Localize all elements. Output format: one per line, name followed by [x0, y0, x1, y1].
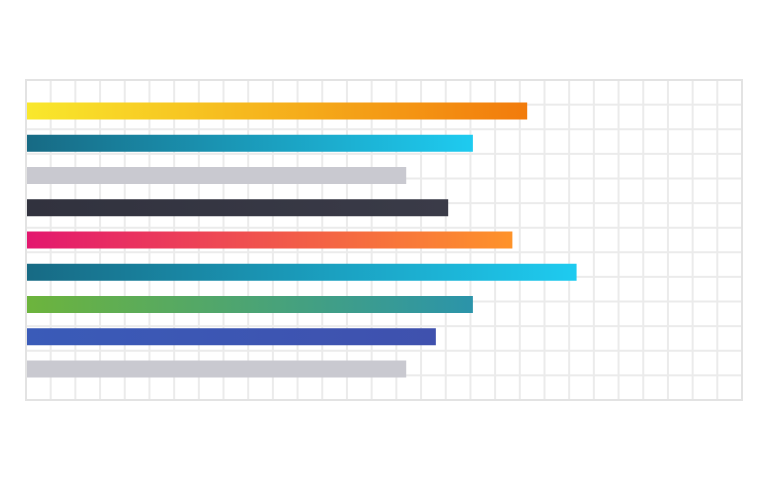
- bar-3: [26, 167, 407, 184]
- bars: [26, 102, 577, 378]
- plot-frame: [25, 79, 743, 401]
- bar-5: [26, 231, 513, 249]
- bar-9: [26, 360, 407, 378]
- bar-6: [26, 263, 577, 281]
- bar-7: [26, 296, 473, 313]
- bar-2: [26, 134, 473, 152]
- bar-8: [26, 328, 436, 346]
- bar-1: [26, 102, 528, 120]
- bar-4: [26, 199, 449, 217]
